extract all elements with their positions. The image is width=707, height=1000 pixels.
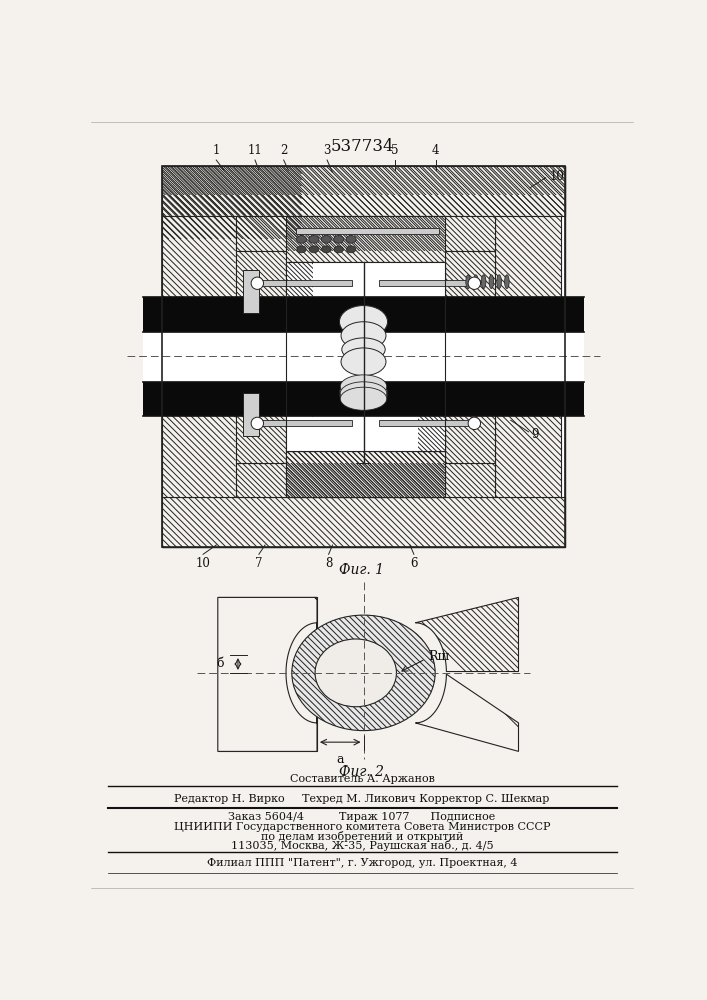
Polygon shape xyxy=(418,262,445,309)
Bar xyxy=(162,166,565,547)
Polygon shape xyxy=(445,251,495,463)
Ellipse shape xyxy=(468,277,481,289)
Bar xyxy=(143,297,585,332)
Bar xyxy=(379,420,472,426)
Text: 1: 1 xyxy=(213,144,220,157)
Ellipse shape xyxy=(251,277,264,289)
Polygon shape xyxy=(162,195,565,215)
Text: 6: 6 xyxy=(410,557,418,570)
Polygon shape xyxy=(286,216,445,262)
Text: 3: 3 xyxy=(323,144,331,157)
Polygon shape xyxy=(162,166,301,239)
Text: 537734: 537734 xyxy=(330,138,394,155)
Text: a: a xyxy=(337,753,344,766)
Polygon shape xyxy=(218,597,317,751)
Text: Филиал ППП "Патент", г. Ужгород, ул. Проектная, 4: Филиал ППП "Патент", г. Ужгород, ул. Про… xyxy=(206,858,518,868)
Ellipse shape xyxy=(505,275,509,289)
Bar xyxy=(143,382,585,416)
Polygon shape xyxy=(162,216,235,497)
Text: 5: 5 xyxy=(391,144,398,157)
Ellipse shape xyxy=(251,417,264,430)
Polygon shape xyxy=(235,251,286,463)
Text: 4: 4 xyxy=(432,144,439,157)
Text: Заказ 5604/4          Тираж 1077      Подписное: Заказ 5604/4 Тираж 1077 Подписное xyxy=(228,812,496,822)
Ellipse shape xyxy=(474,275,478,289)
Polygon shape xyxy=(286,451,445,497)
Ellipse shape xyxy=(481,275,486,289)
Polygon shape xyxy=(416,674,518,751)
Ellipse shape xyxy=(292,615,436,731)
Ellipse shape xyxy=(340,387,387,410)
Ellipse shape xyxy=(339,306,387,338)
Text: 11: 11 xyxy=(247,144,262,157)
Ellipse shape xyxy=(321,235,332,243)
Ellipse shape xyxy=(297,246,306,253)
Text: 10: 10 xyxy=(549,170,564,183)
Ellipse shape xyxy=(309,246,319,253)
Text: Фиг. 2: Фиг. 2 xyxy=(339,765,385,779)
Ellipse shape xyxy=(339,377,387,410)
Ellipse shape xyxy=(489,275,493,289)
Text: по делам изобретений и открытий: по делам изобретений и открытий xyxy=(261,831,463,842)
Ellipse shape xyxy=(339,306,387,338)
Polygon shape xyxy=(235,216,495,251)
Ellipse shape xyxy=(296,235,307,243)
Ellipse shape xyxy=(322,246,331,253)
Bar xyxy=(259,420,352,426)
Ellipse shape xyxy=(309,235,319,243)
Text: Редактор Н. Вирко     Техред М. Ликович Корректор С. Шекмар: Редактор Н. Вирко Техред М. Ликович Корр… xyxy=(174,794,549,804)
Ellipse shape xyxy=(341,322,386,349)
Ellipse shape xyxy=(346,235,356,243)
Ellipse shape xyxy=(341,338,385,361)
Polygon shape xyxy=(162,166,565,216)
Text: 9: 9 xyxy=(532,428,539,441)
Ellipse shape xyxy=(346,246,356,253)
Text: Rш: Rш xyxy=(428,650,449,663)
Ellipse shape xyxy=(468,417,481,430)
Bar xyxy=(379,280,472,286)
Ellipse shape xyxy=(334,235,344,243)
Ellipse shape xyxy=(466,275,470,289)
Ellipse shape xyxy=(497,275,501,289)
Polygon shape xyxy=(286,262,313,309)
Polygon shape xyxy=(418,405,445,451)
Text: 8: 8 xyxy=(325,557,332,570)
Text: ЦНИИПИ Государственного комитета Совета Министров СССР: ЦНИИПИ Государственного комитета Совета … xyxy=(174,822,550,832)
Polygon shape xyxy=(495,216,561,497)
Bar xyxy=(286,262,445,451)
Bar xyxy=(162,166,565,547)
Ellipse shape xyxy=(341,348,386,376)
Bar xyxy=(243,270,259,312)
Bar xyxy=(143,332,585,382)
Text: Фиг. 1: Фиг. 1 xyxy=(339,563,385,577)
Bar xyxy=(243,393,259,436)
Text: 10: 10 xyxy=(196,557,211,570)
Bar xyxy=(259,280,352,286)
Text: 2: 2 xyxy=(280,144,287,157)
Ellipse shape xyxy=(340,382,387,405)
Text: Составитель А. Аржанов: Составитель А. Аржанов xyxy=(289,774,434,784)
Ellipse shape xyxy=(340,375,387,398)
Polygon shape xyxy=(286,451,445,497)
Polygon shape xyxy=(162,497,565,547)
Polygon shape xyxy=(162,166,565,195)
Bar xyxy=(286,262,445,451)
Ellipse shape xyxy=(334,246,344,253)
Text: 113035, Москва, Ж-35, Раушская наб., д. 4/5: 113035, Москва, Ж-35, Раушская наб., д. … xyxy=(230,840,493,851)
Ellipse shape xyxy=(315,639,397,707)
Text: 7: 7 xyxy=(255,557,262,570)
Polygon shape xyxy=(218,597,317,751)
Polygon shape xyxy=(286,405,313,451)
Text: б: б xyxy=(216,657,224,670)
Bar xyxy=(296,228,440,234)
Polygon shape xyxy=(235,463,495,497)
Polygon shape xyxy=(416,597,518,672)
